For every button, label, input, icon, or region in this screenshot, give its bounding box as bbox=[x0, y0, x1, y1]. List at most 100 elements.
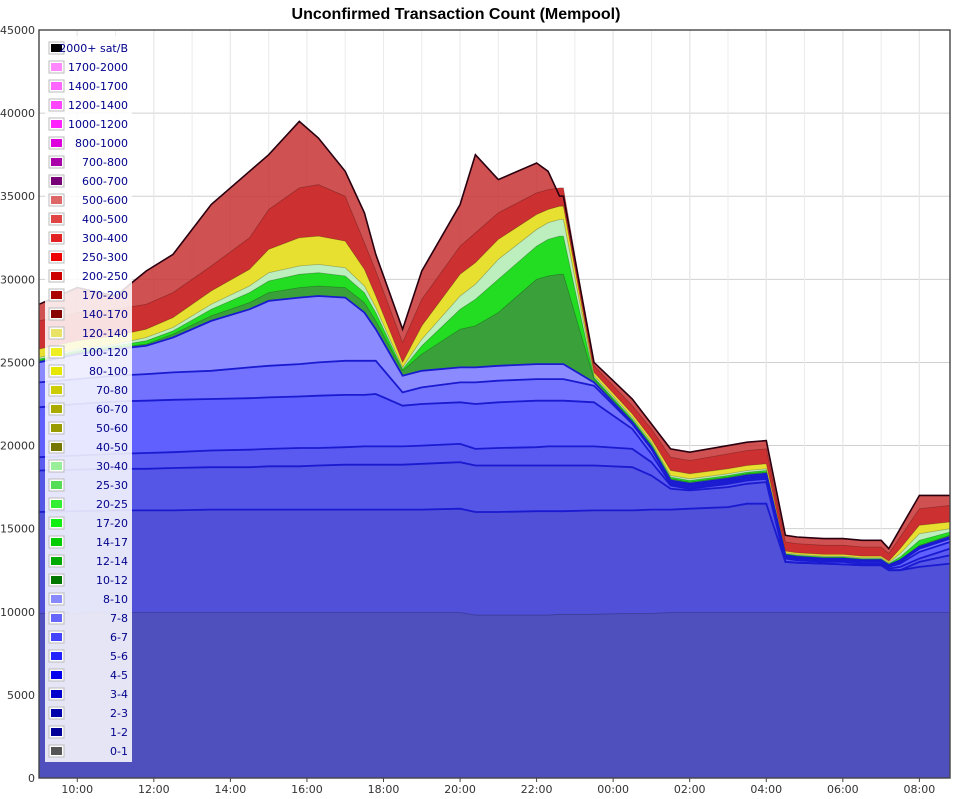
legend-swatch bbox=[51, 405, 62, 413]
legend-label: 400-500 bbox=[82, 213, 128, 226]
legend-swatch bbox=[51, 538, 62, 546]
x-tick-label: 10:00 bbox=[61, 783, 93, 796]
legend-label: 1400-1700 bbox=[68, 80, 128, 93]
legend-swatch bbox=[51, 291, 62, 299]
y-tick-label: 45000 bbox=[0, 24, 35, 37]
legend-swatch bbox=[51, 234, 62, 242]
legend-label: 8-10 bbox=[103, 593, 128, 606]
x-tick-label: 08:00 bbox=[904, 783, 936, 796]
y-tick-label: 20000 bbox=[0, 440, 35, 453]
x-tick-label: 02:00 bbox=[674, 783, 706, 796]
legend-label: 250-300 bbox=[82, 251, 128, 264]
legend-swatch bbox=[51, 386, 62, 394]
x-axis: 10:00 12:00 14:00 16:00 18:00 20:00 22:00 00:00… bbox=[61, 778, 935, 796]
legend-swatch bbox=[51, 177, 62, 185]
legend-swatch bbox=[51, 709, 62, 717]
legend-swatch bbox=[51, 272, 62, 280]
legend-swatch bbox=[51, 690, 62, 698]
legend-swatch bbox=[51, 348, 62, 356]
legend-swatch bbox=[51, 424, 62, 432]
legend-label: 5-6 bbox=[110, 650, 128, 663]
peak-envelope-line bbox=[38, 120, 950, 550]
legend-label: 17-20 bbox=[96, 517, 128, 530]
legend-swatch bbox=[51, 101, 62, 109]
legend-swatch bbox=[51, 329, 62, 337]
y-tick-label: 15000 bbox=[0, 523, 35, 536]
legend-swatch bbox=[51, 158, 62, 166]
series-line-80-100 bbox=[38, 205, 951, 562]
legend-swatch bbox=[51, 63, 62, 71]
legend-swatch bbox=[51, 747, 62, 755]
x-tick-label: 22:00 bbox=[521, 783, 553, 796]
series-line-0-1 bbox=[39, 612, 950, 616]
legend-label: 500-600 bbox=[82, 194, 128, 207]
legend-label: 25-30 bbox=[96, 479, 128, 492]
legend: 2000+ sat/B 1700-2000 1400-1700 1200-1400 10… bbox=[45, 36, 132, 762]
legend-swatch bbox=[51, 481, 62, 489]
legend-swatch bbox=[51, 82, 62, 90]
legend-label: 800-1000 bbox=[75, 137, 128, 150]
legend-label: 2000+ sat/B bbox=[59, 42, 128, 55]
legend-swatch bbox=[51, 652, 62, 660]
legend-swatch bbox=[51, 614, 62, 622]
y-tick-label: 35000 bbox=[0, 190, 35, 203]
legend-label: 70-80 bbox=[96, 384, 128, 397]
x-tick-label: 14:00 bbox=[215, 783, 247, 796]
x-tick-label: 20:00 bbox=[444, 783, 476, 796]
legend-swatch bbox=[51, 576, 62, 584]
legend-label: 60-70 bbox=[96, 403, 128, 416]
legend-swatch bbox=[51, 367, 62, 375]
legend-label: 600-700 bbox=[82, 175, 128, 188]
x-tick-label: 12:00 bbox=[138, 783, 170, 796]
legend-swatch bbox=[51, 196, 62, 204]
legend-swatch bbox=[51, 671, 62, 679]
x-tick-label: 04:00 bbox=[750, 783, 782, 796]
plot-frame bbox=[38, 29, 951, 779]
legend-swatch bbox=[51, 44, 62, 52]
legend-label: 2-3 bbox=[110, 707, 128, 720]
series-lines bbox=[38, 120, 951, 616]
legend-label: 3-4 bbox=[110, 688, 128, 701]
area-band-0-1 bbox=[39, 612, 950, 778]
legend-label: 50-60 bbox=[96, 422, 128, 435]
y-tick-label: 5000 bbox=[7, 689, 35, 702]
legend-label: 20-25 bbox=[96, 498, 128, 511]
legend-swatch bbox=[51, 253, 62, 261]
legend-label: 14-17 bbox=[96, 536, 128, 549]
legend-label: 120-140 bbox=[82, 327, 128, 340]
legend-swatch bbox=[51, 728, 62, 736]
y-tick-label: 0 bbox=[28, 772, 35, 785]
legend-label: 100-120 bbox=[82, 346, 128, 359]
legend-label: 300-400 bbox=[82, 232, 128, 245]
y-axis: 0 5000 10000 15000 20000 25000 30000 35000 40000… bbox=[0, 24, 35, 785]
legend-swatch bbox=[51, 633, 62, 641]
legend-swatch bbox=[51, 139, 62, 147]
chart-title: Unconfirmed Transaction Count (Mempool) bbox=[292, 6, 621, 23]
legend-swatch bbox=[51, 557, 62, 565]
legend-swatch bbox=[51, 120, 62, 128]
x-tick-label: 16:00 bbox=[291, 783, 323, 796]
series-line-1-2 bbox=[38, 502, 951, 572]
legend-label: 1000-1200 bbox=[68, 118, 128, 131]
legend-swatch bbox=[51, 462, 62, 470]
y-tick-label: 40000 bbox=[0, 107, 35, 120]
y-tick-label: 25000 bbox=[0, 356, 35, 369]
legend-label: 200-250 bbox=[82, 270, 128, 283]
legend-label: 30-40 bbox=[96, 460, 128, 473]
legend-swatch bbox=[51, 310, 62, 318]
legend-swatch bbox=[51, 443, 62, 451]
y-tick-label: 30000 bbox=[0, 273, 35, 286]
legend-swatch bbox=[51, 215, 62, 223]
x-tick-label: 18:00 bbox=[368, 783, 400, 796]
legend-label: 170-200 bbox=[82, 289, 128, 302]
series-line-14-17 bbox=[38, 235, 951, 565]
legend-label: 4-5 bbox=[110, 669, 128, 682]
legend-label: 10-12 bbox=[96, 574, 128, 587]
legend-label: 700-800 bbox=[82, 156, 128, 169]
x-tick-label: 00:00 bbox=[597, 783, 629, 796]
legend-label: 1700-2000 bbox=[68, 61, 128, 74]
series-line-140-170 bbox=[38, 184, 951, 555]
legend-label: 7-8 bbox=[110, 612, 128, 625]
legend-label: 1200-1400 bbox=[68, 99, 128, 112]
